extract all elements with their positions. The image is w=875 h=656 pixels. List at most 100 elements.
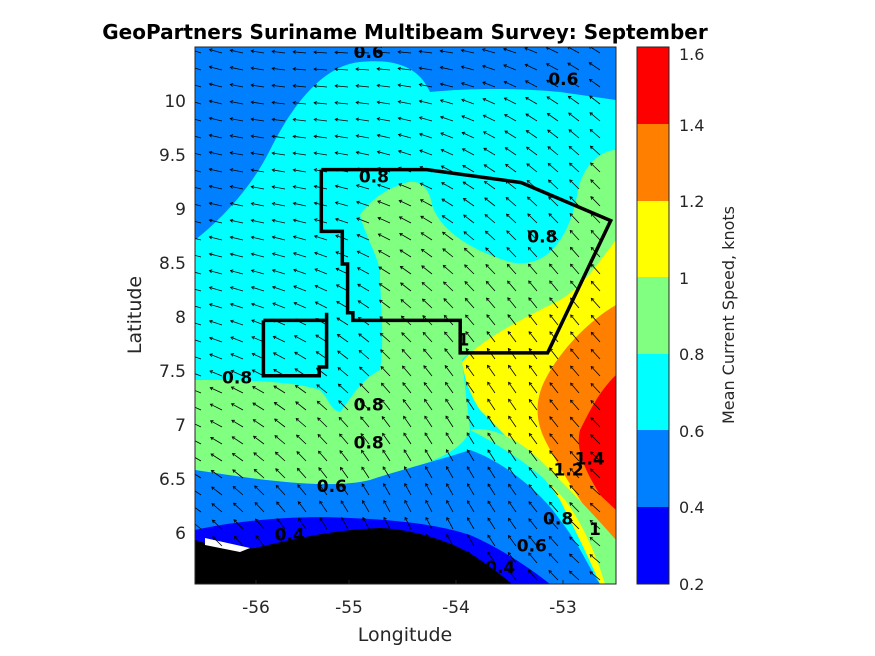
current-vector-arrowhead bbox=[341, 550, 345, 555]
current-vector-arrowhead bbox=[425, 499, 429, 504]
current-vector-arrowhead bbox=[590, 468, 594, 473]
current-vector-arrowhead bbox=[275, 468, 279, 472]
current-vector-arrow bbox=[549, 348, 559, 360]
current-vector-arrowhead bbox=[340, 483, 344, 488]
current-vector-arrow bbox=[384, 568, 391, 581]
current-vector-arrowhead bbox=[397, 149, 402, 154]
current-vector-arrow bbox=[251, 84, 265, 88]
current-vector-arrowhead bbox=[358, 349, 363, 354]
current-vector-arrow bbox=[546, 96, 559, 105]
current-vector-arrowhead bbox=[315, 351, 320, 355]
current-vector-arrowhead bbox=[548, 263, 553, 268]
current-vector-arrow bbox=[398, 84, 412, 88]
current-vector-arrowhead bbox=[208, 65, 213, 70]
current-vector-arrow bbox=[293, 51, 307, 54]
current-vector-arrow bbox=[360, 433, 370, 445]
current-vector-arrow bbox=[487, 365, 496, 377]
current-vector-arrow bbox=[379, 299, 391, 309]
current-vector-arrow bbox=[463, 198, 475, 207]
current-vector-arrowhead bbox=[296, 434, 300, 439]
contour-label: 0.6 bbox=[317, 477, 347, 497]
current-vector-arrow bbox=[507, 552, 517, 564]
current-vector-arrow bbox=[526, 163, 538, 173]
current-vector-arrowhead bbox=[313, 218, 318, 222]
current-vector-arrowhead bbox=[503, 97, 508, 101]
current-vector-arrowhead bbox=[276, 518, 281, 522]
current-vector-arrow bbox=[485, 247, 496, 258]
current-vector-arrowhead bbox=[508, 398, 512, 403]
current-vector-arrowhead bbox=[466, 398, 470, 403]
current-vector-arrow bbox=[590, 417, 601, 428]
current-vector-arrowhead bbox=[524, 63, 529, 68]
current-vector-arrow bbox=[209, 202, 223, 207]
current-vector-arrowhead bbox=[376, 50, 380, 55]
current-vector-arrow bbox=[590, 179, 601, 190]
current-vector-arrow bbox=[377, 101, 391, 105]
current-vector-arrowhead bbox=[336, 334, 341, 338]
current-vector-arrowhead bbox=[355, 67, 359, 72]
current-vector-arrow bbox=[195, 187, 202, 190]
current-vector-arrow bbox=[423, 348, 433, 360]
current-vector-arrowhead bbox=[382, 432, 386, 437]
current-vector-arrow bbox=[508, 484, 517, 496]
current-vector-arrowhead bbox=[549, 331, 553, 335]
current-vector-arrow bbox=[232, 453, 244, 462]
current-vector-arrowhead bbox=[272, 352, 277, 356]
current-vector-arrowhead bbox=[549, 365, 553, 369]
current-vector-arrow bbox=[195, 204, 202, 207]
contour-label: 1 bbox=[589, 520, 601, 540]
current-vector-arrow bbox=[335, 85, 349, 88]
current-vector-arrow bbox=[356, 102, 370, 105]
current-vector-arrow bbox=[209, 353, 223, 360]
contour-label: 0.6 bbox=[548, 70, 578, 90]
current-vector-arrow bbox=[549, 467, 559, 479]
current-vector-arrowhead bbox=[230, 369, 235, 374]
current-vector-arrowhead bbox=[313, 151, 318, 156]
current-vector-arrowhead bbox=[569, 485, 574, 489]
current-vector-arrow bbox=[503, 64, 517, 71]
current-vector-arrow bbox=[399, 200, 412, 207]
current-vector-arrow bbox=[569, 519, 580, 530]
current-vector-arrowhead bbox=[339, 450, 343, 454]
current-vector-arrowhead bbox=[548, 570, 553, 574]
current-vector-arrowhead bbox=[292, 235, 297, 239]
current-vector-arrow bbox=[339, 450, 349, 462]
current-vector-arrowhead bbox=[418, 49, 423, 54]
current-vector-arrowhead bbox=[442, 248, 446, 252]
current-vector-arrowhead bbox=[439, 65, 444, 70]
y-tick-label: 9 bbox=[175, 200, 186, 220]
current-vector-arrowhead bbox=[317, 450, 322, 455]
current-vector-arrow bbox=[591, 315, 601, 326]
current-vector-arrowhead bbox=[504, 114, 508, 118]
current-vector-arrow bbox=[335, 218, 349, 224]
current-vector-arrowhead bbox=[507, 551, 512, 556]
current-vector-arrowhead bbox=[570, 365, 574, 370]
current-vector-arrowhead bbox=[465, 314, 469, 319]
current-vector-arrowhead bbox=[250, 66, 255, 71]
current-vector-arrowhead bbox=[229, 48, 234, 53]
current-vector-arrow bbox=[569, 536, 580, 547]
current-vector-arrowhead bbox=[487, 381, 491, 386]
current-vector-arrowhead bbox=[299, 551, 303, 555]
current-vector-arrow bbox=[590, 434, 601, 445]
current-vector-arrowhead bbox=[482, 131, 487, 135]
current-vector-arrowhead bbox=[398, 216, 403, 220]
current-vector-arrow bbox=[549, 501, 559, 513]
current-vector-arrowhead bbox=[568, 162, 573, 167]
current-vector-arrow bbox=[549, 416, 559, 428]
current-vector-arrowhead bbox=[209, 370, 214, 374]
current-vector-arrow bbox=[295, 385, 307, 394]
current-vector-arrow bbox=[376, 51, 391, 54]
current-vector-arrowhead bbox=[439, 99, 444, 103]
current-vector-arrowhead bbox=[548, 196, 552, 200]
current-vector-arrow bbox=[230, 84, 244, 88]
current-vector-arrowhead bbox=[505, 213, 510, 218]
current-vector-arrow bbox=[549, 247, 559, 258]
current-vector-arrow bbox=[461, 82, 475, 88]
current-vector-arrowhead bbox=[210, 436, 214, 441]
current-vector-arrow bbox=[487, 551, 496, 564]
current-vector-arrowhead bbox=[590, 314, 595, 319]
current-vector-arrowhead bbox=[569, 399, 574, 404]
current-vector-arrowhead bbox=[208, 336, 213, 341]
current-vector-arrow bbox=[548, 213, 559, 224]
